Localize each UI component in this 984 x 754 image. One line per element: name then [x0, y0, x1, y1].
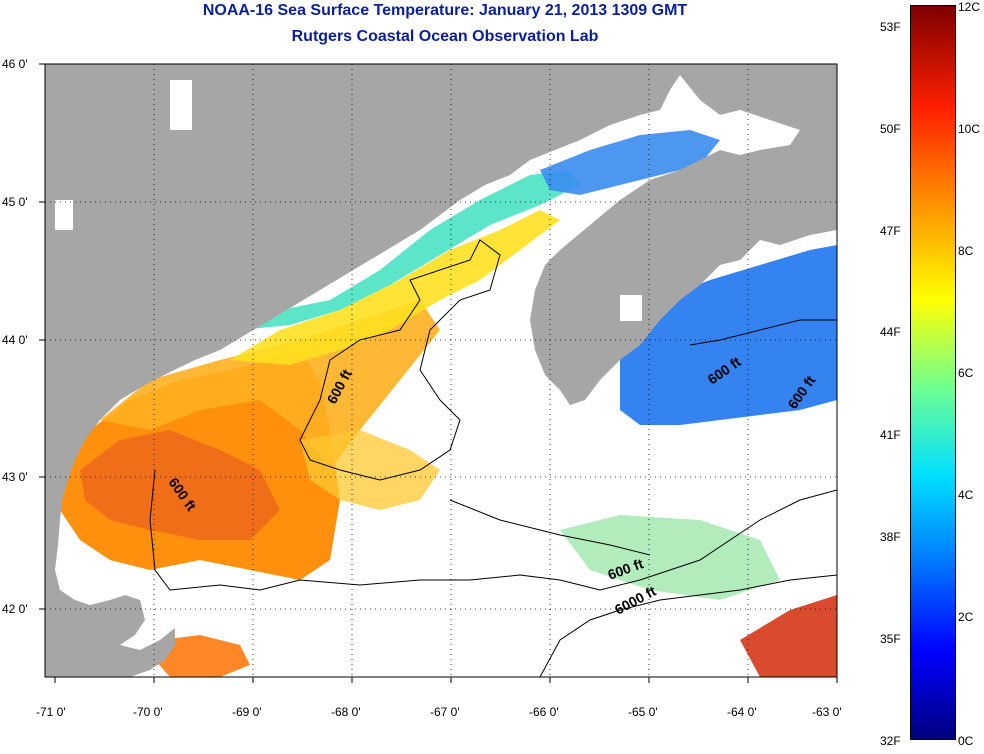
colorbar-c-label: 6C [958, 366, 974, 380]
lon-label: -65 0' [628, 705, 658, 719]
map-subtitle: Rutgers Coastal Ocean Observation Lab [291, 28, 599, 45]
lat-label: 42 0' [2, 602, 28, 616]
land-new-england [45, 64, 837, 677]
sst-blue-scotian [620, 245, 837, 425]
lake-white-1 [170, 80, 192, 130]
sst-cape-cod-patch [155, 635, 250, 677]
colorbar-f-label: 35F [880, 632, 901, 646]
sst-hot-patch [80, 430, 280, 540]
contour-600ft-gulf [149, 469, 837, 591]
contour-6000ft [539, 574, 837, 677]
lon-label: -66 0' [529, 705, 559, 719]
grid-lines [45, 64, 837, 677]
lat-label: 45 0' [2, 195, 28, 209]
lon-label: -70 0' [133, 705, 163, 719]
colorbar-c-label: 4C [958, 488, 974, 502]
map-title: NOAA-16 Sea Surface Temperature: January… [202, 2, 688, 19]
lon-label: -64 0' [727, 705, 757, 719]
lake-white-3 [620, 295, 642, 321]
contour-600ft-inner [299, 239, 501, 481]
colorbar-f-label: 41F [880, 428, 901, 442]
colorbar-f-label: 32F [880, 734, 901, 748]
lon-label: -67 0' [430, 705, 460, 719]
colorbar-f-label: 44F [880, 325, 901, 339]
colorbar-c-label: 10C [958, 122, 981, 136]
colorbar-f-label: 53F [880, 20, 901, 34]
sst-georges-yellow [300, 430, 440, 510]
contour-600ft-scotian [689, 319, 837, 346]
temperature-colorbar [910, 5, 956, 740]
map-frame [44, 63, 838, 678]
lon-label: -63 0' [812, 705, 842, 719]
lon-label: -68 0' [331, 705, 361, 719]
contour-600ft-east [449, 499, 651, 556]
sst-cyan-coast [240, 170, 580, 330]
tick-marks [39, 63, 838, 683]
colorbar-f-label: 47F [880, 224, 901, 238]
lon-label: -69 0' [232, 705, 262, 719]
colorbar-c-label: 12C [958, 0, 981, 14]
sst-green-east [560, 515, 780, 600]
colorbar-c-label: 8C [958, 244, 974, 258]
colorbar-f-label: 38F [880, 530, 901, 544]
lake-white-2 [55, 200, 73, 230]
sst-yellow-coast [230, 210, 560, 365]
lat-label: 44 0' [2, 333, 28, 347]
colorbar-c-label: 0C [958, 734, 974, 748]
lon-label: -71 0' [36, 705, 66, 719]
land-nova-scotia-tip [800, 64, 837, 230]
lat-label: 46 0' [2, 57, 28, 71]
lat-label: 43 0' [2, 470, 28, 484]
colorbar-f-label: 50F [880, 122, 901, 136]
sst-blue-maine [540, 130, 720, 195]
sst-gulfstream-red [740, 595, 837, 677]
colorbar-c-label: 2C [958, 610, 974, 624]
